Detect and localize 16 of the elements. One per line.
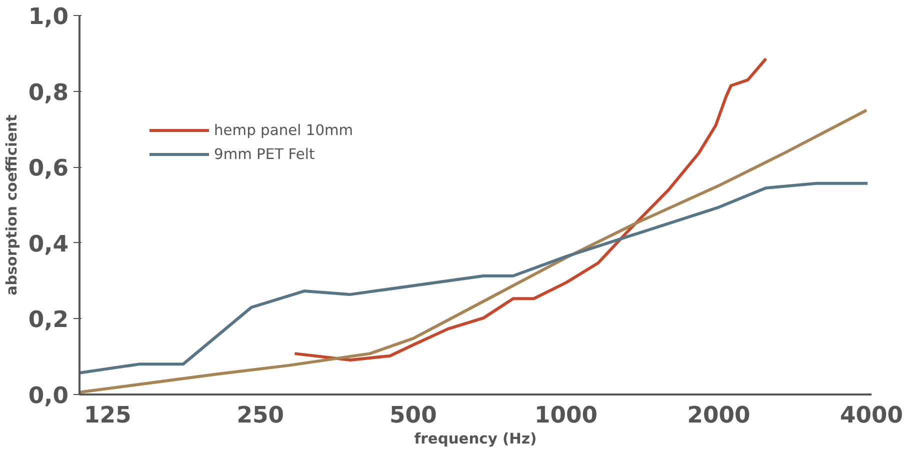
y-tick-label: 0,2 [28, 307, 69, 334]
x-tick-label: 2000 [687, 402, 750, 428]
x-tick-label: 500 [390, 402, 437, 428]
y-tick-label: 1,0 [28, 4, 69, 30]
legend-label: hemp panel 10mm [214, 122, 354, 138]
x-tick-label: 1000 [534, 402, 598, 428]
x-tick-label: 250 [236, 402, 284, 428]
y-tick-label: 0,0 [28, 383, 69, 409]
x-axis-title: frequency (Hz) [414, 430, 537, 448]
legend-label: 9mm PET Felt [214, 146, 315, 162]
y-axis-title: absorption coefficient [3, 114, 20, 296]
y-tick-label: 0,8 [28, 80, 69, 106]
y-tick-label: 0,6 [28, 156, 69, 182]
x-tick-label: 125 [84, 402, 132, 428]
x-tick-label: 4000 [840, 402, 904, 428]
y-tick-label: 0,4 [28, 231, 69, 258]
